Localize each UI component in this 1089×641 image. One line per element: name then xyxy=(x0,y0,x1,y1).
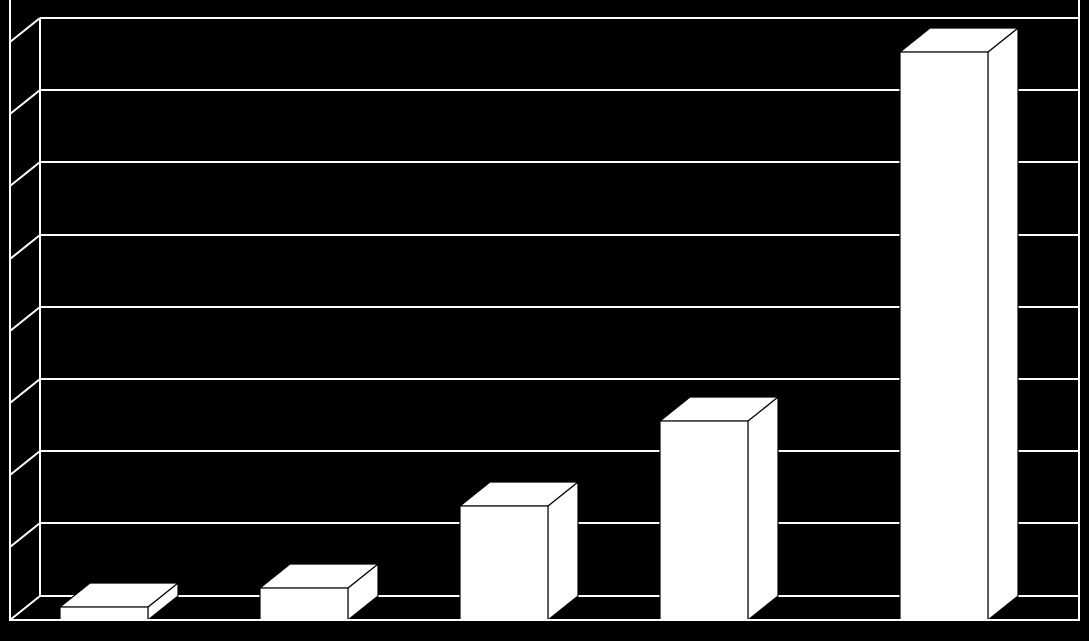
bar-chart-3d xyxy=(0,0,1089,641)
